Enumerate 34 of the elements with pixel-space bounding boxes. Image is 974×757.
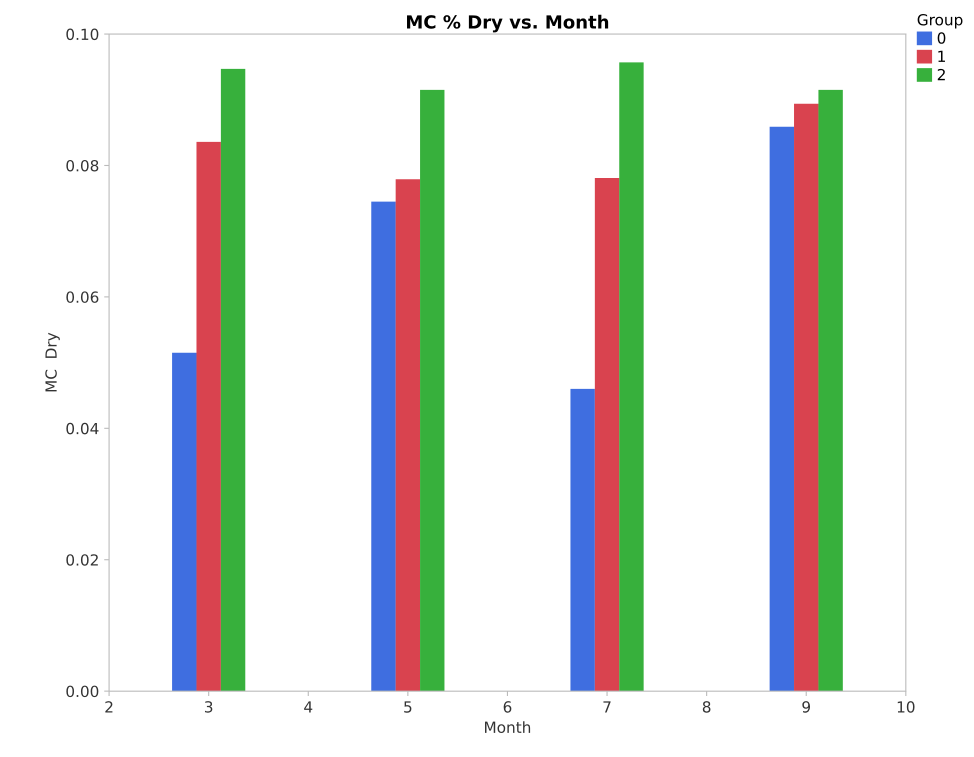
bar (396, 179, 420, 692)
bar (794, 104, 818, 692)
x-axis-title: Month (485, 721, 530, 734)
legend-title: Group (918, 14, 962, 28)
bar (371, 202, 396, 692)
y-tick-label: 0.02 (66, 554, 98, 566)
x-tick-label: 2 (105, 701, 112, 712)
y-tick-label: 0.08 (66, 160, 98, 172)
y-axis-title: MC Dry (45, 332, 60, 392)
chart-title: MC % Dry vs. Month (407, 14, 608, 32)
x-tick-label: 10 (898, 701, 915, 713)
bar (818, 90, 843, 692)
bar (619, 62, 644, 692)
bar (594, 178, 620, 692)
legend-label: 0 (938, 32, 946, 44)
bar (420, 90, 444, 692)
bar (220, 68, 246, 692)
x-tick-label: 8 (702, 701, 710, 713)
x-tick-label: 3 (204, 701, 212, 713)
x-tick-label: 6 (504, 701, 512, 713)
bar (570, 388, 595, 692)
x-tick-label: 7 (603, 701, 611, 712)
x-tick-label: 9 (802, 701, 810, 713)
legend-label: 2 (938, 68, 945, 80)
y-tick-label: 0.06 (66, 291, 98, 303)
bar (770, 126, 794, 692)
y-tick-label: 0.00 (66, 686, 98, 698)
y-tick-label: 0.10 (66, 28, 98, 40)
bar (196, 142, 221, 692)
bar (172, 352, 196, 692)
y-tick-label: 0.04 (66, 422, 99, 434)
x-tick-label: 4 (304, 701, 312, 712)
x-tick-label: 5 (404, 701, 412, 713)
legend-label: 1 (938, 50, 945, 62)
